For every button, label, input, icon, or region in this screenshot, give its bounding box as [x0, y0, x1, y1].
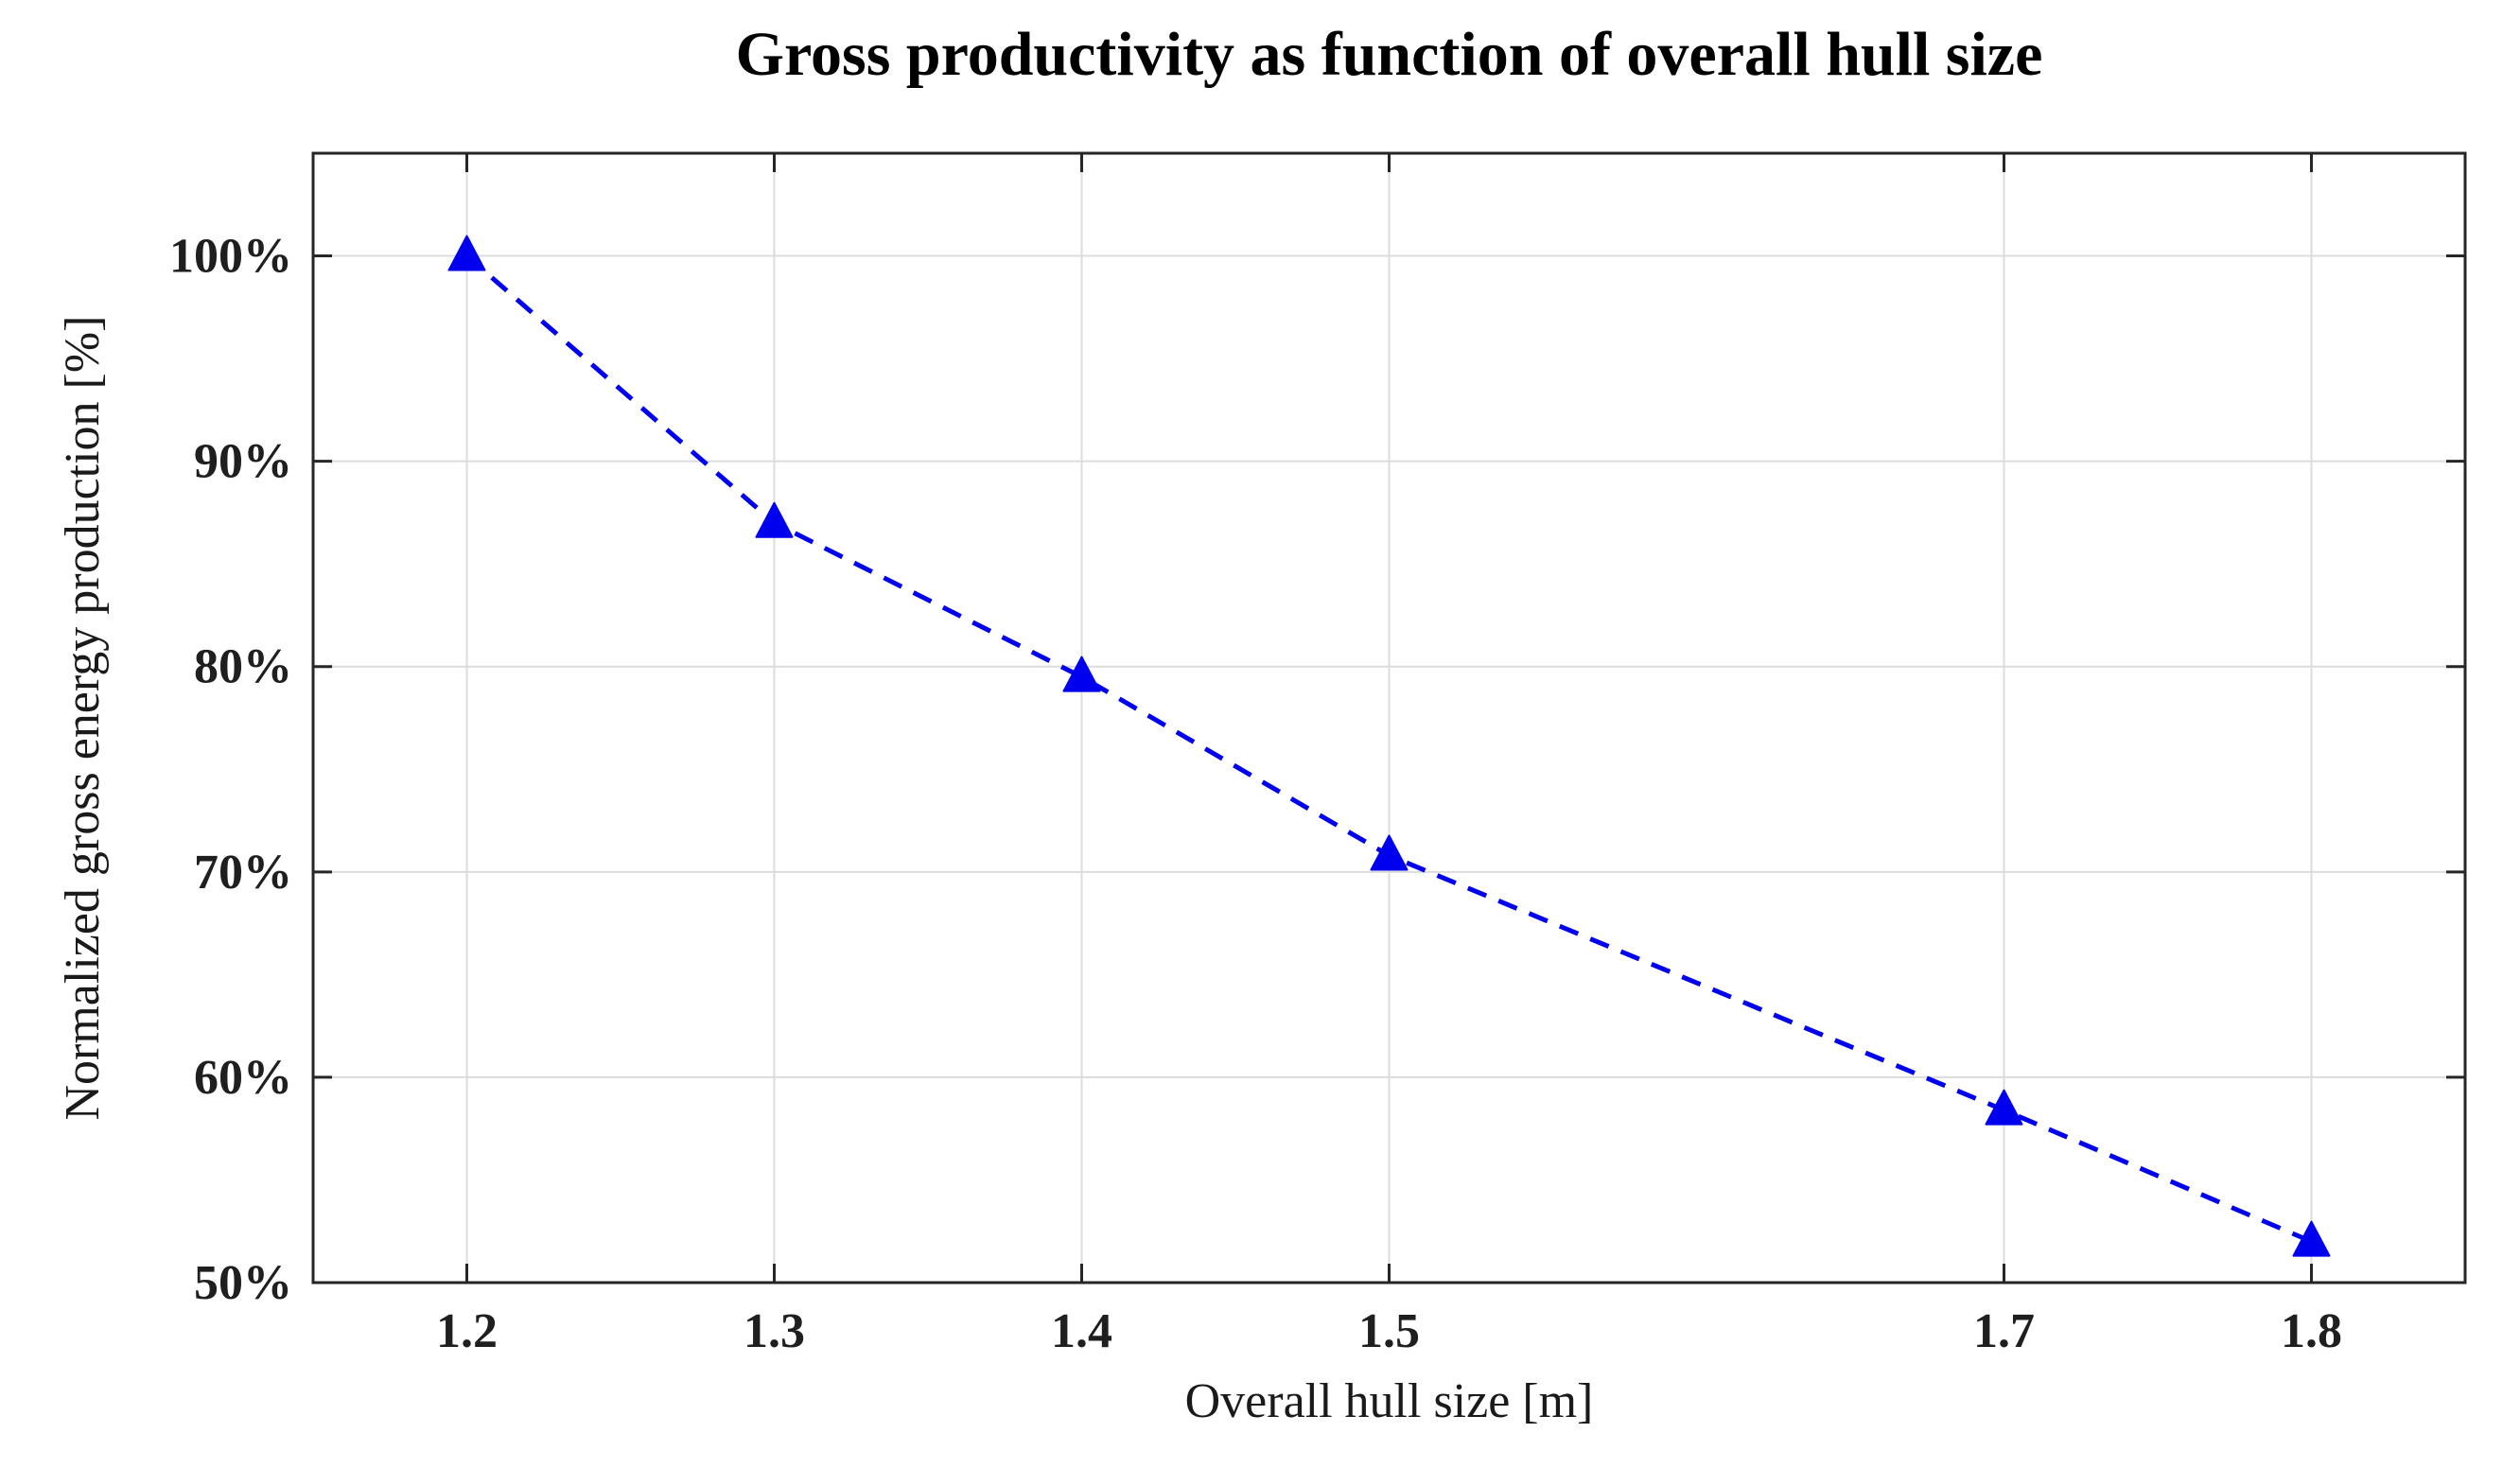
- y-tick-label: 90%: [194, 435, 292, 489]
- x-tick-label: 1.5: [1358, 1304, 1420, 1358]
- x-tick-label: 1.2: [436, 1304, 498, 1358]
- x-tick-label: 1.8: [2281, 1304, 2342, 1358]
- data-point-marker: [2292, 1220, 2331, 1257]
- y-tick-label: 100%: [169, 230, 292, 284]
- chart-title: Gross productivity as function of overal…: [735, 20, 2043, 89]
- data-point-marker: [1062, 655, 1101, 692]
- data-point-marker: [755, 501, 794, 538]
- data-point-marker: [1985, 1089, 2023, 1126]
- x-tick-label: 1.7: [1973, 1304, 2035, 1358]
- x-tick-label: 1.4: [1051, 1304, 1112, 1358]
- y-axis-label: Normalized gross energy production [%]: [56, 315, 110, 1121]
- data-point-marker: [1370, 834, 1409, 871]
- data-point-marker: [447, 235, 486, 271]
- y-tick-label: 70%: [194, 846, 292, 900]
- y-tick-label: 80%: [194, 640, 292, 694]
- x-axis-label: Overall hull size [m]: [1184, 1374, 1594, 1428]
- y-tick-label: 60%: [194, 1051, 292, 1105]
- y-tick-label: 50%: [194, 1256, 292, 1310]
- x-tick-label: 1.3: [744, 1304, 805, 1358]
- data-series-line: [464, 253, 2313, 1244]
